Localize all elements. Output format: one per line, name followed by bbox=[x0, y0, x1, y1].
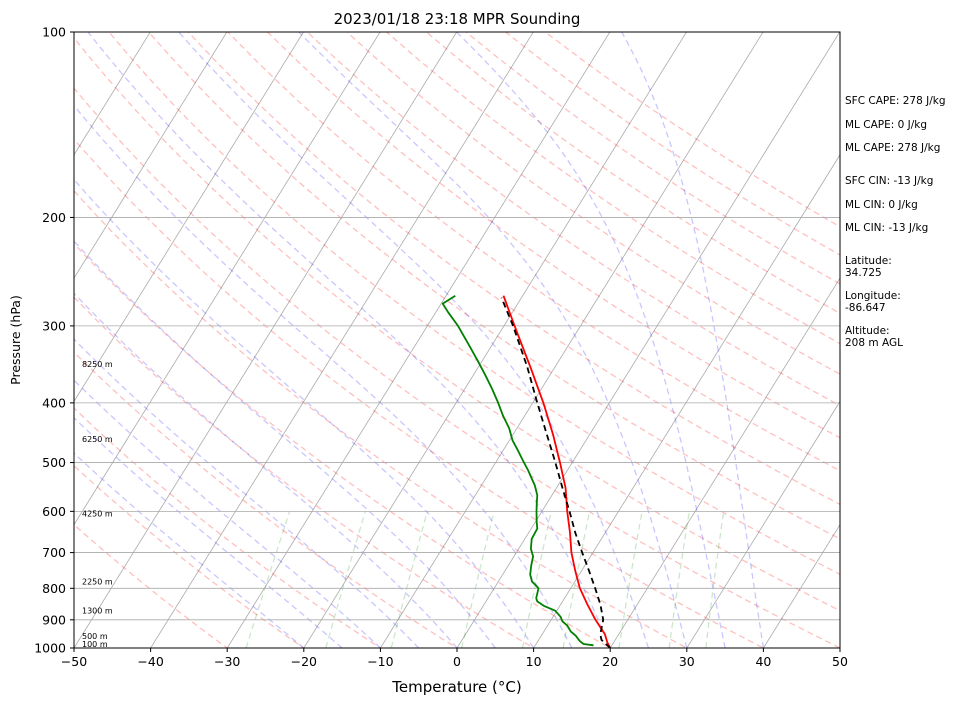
y-tick-label: 300 bbox=[42, 318, 66, 333]
moist-adiabat-line bbox=[74, 104, 573, 648]
x-tick-label: −20 bbox=[291, 654, 317, 669]
mixing-ratio-line bbox=[668, 511, 690, 648]
stat-altitude: Altitude: 208 m AGL bbox=[845, 325, 903, 349]
x-tick-label: 40 bbox=[755, 654, 771, 669]
isotherm-line bbox=[0, 18, 6, 661]
isotherm-line bbox=[74, 32, 458, 648]
y-tick-label: 100 bbox=[42, 25, 66, 40]
height-label: 6250 m bbox=[82, 435, 113, 444]
x-tick-label: 10 bbox=[526, 654, 542, 669]
isotherm-line bbox=[609, 277, 840, 648]
dry-adiabat-line bbox=[74, 36, 840, 612]
y-tick-label: 1000 bbox=[34, 641, 66, 656]
y-tick-label: 600 bbox=[42, 504, 66, 519]
mixing-ratio-line bbox=[245, 511, 291, 648]
moist-adiabat-line bbox=[74, 178, 535, 648]
y-tick-label: 800 bbox=[42, 581, 66, 596]
dry-adiabat-line bbox=[108, 32, 840, 576]
stat-latitude: Latitude: 34.725 bbox=[845, 255, 892, 279]
isotherm-line bbox=[456, 32, 840, 648]
moist-adiabat-line bbox=[456, 32, 726, 648]
moist-adiabat-line bbox=[74, 292, 458, 648]
y-tick-label: 700 bbox=[42, 545, 66, 560]
y-tick-label: 900 bbox=[42, 612, 66, 627]
dry-adiabat-line bbox=[425, 32, 840, 315]
x-axis-ticks: −50 −40 −30 −20 −10 0 10 20 30 40 50 bbox=[61, 648, 848, 669]
moist-adiabat-line bbox=[74, 379, 381, 648]
dry-adiabat-line bbox=[74, 523, 229, 648]
mixing-ratio-line bbox=[461, 511, 495, 648]
dry-adiabat-line bbox=[148, 32, 840, 540]
moist-adiabat-line bbox=[621, 32, 765, 648]
x-tick-label: 0 bbox=[453, 654, 461, 669]
parcel-profile-line bbox=[500, 297, 611, 648]
y-tick-label: 500 bbox=[42, 455, 66, 470]
x-tick-label: −10 bbox=[367, 654, 393, 669]
height-label: 500 m bbox=[82, 632, 108, 641]
height-label: 2250 m bbox=[82, 578, 113, 587]
stat-ml-cin-2: ML CIN: -13 J/kg bbox=[845, 222, 929, 234]
chart-title: 2023/01/18 23:18 MPR Sounding bbox=[334, 10, 581, 28]
dry-adiabat-line bbox=[74, 189, 689, 648]
dry-adiabat-line bbox=[74, 296, 535, 648]
stat-longitude: Longitude: -86.647 bbox=[845, 290, 901, 314]
height-label: 8250 m bbox=[82, 360, 113, 369]
x-tick-label: −40 bbox=[137, 654, 163, 669]
x-tick-label: 20 bbox=[602, 654, 618, 669]
height-label: 100 m bbox=[82, 640, 108, 649]
isotherm-line bbox=[303, 32, 687, 648]
mixing-ratio-line bbox=[325, 511, 366, 648]
isotherm-line bbox=[686, 400, 840, 648]
dry-adiabat-line bbox=[74, 138, 765, 648]
mixing-ratio-line bbox=[390, 511, 428, 648]
mixing-ratio-line bbox=[521, 511, 552, 648]
dry-adiabat-line bbox=[74, 407, 382, 648]
isotherm-line bbox=[74, 32, 151, 156]
stat-sfc-cape: SFC CAPE: 278 J/kg bbox=[845, 95, 946, 107]
dewpoint-profile-line bbox=[441, 294, 594, 647]
dry-adiabat-line bbox=[346, 32, 840, 375]
stat-ml-cape-2: ML CAPE: 278 J/kg bbox=[845, 142, 941, 154]
isotherm-line bbox=[379, 32, 764, 648]
temperature-profile-line bbox=[502, 295, 611, 648]
moist-adiabat-line bbox=[87, 32, 611, 648]
moist-adiabat-line bbox=[298, 32, 688, 648]
isotherm-line bbox=[226, 32, 611, 648]
x-tick-label: 30 bbox=[679, 654, 695, 669]
y-axis-label: Pressure (hPa) bbox=[8, 295, 23, 385]
moist-adiabat-line bbox=[178, 32, 650, 648]
dry-adiabat-line bbox=[74, 351, 459, 648]
isotherm-line bbox=[74, 32, 304, 403]
dry-adiabat-line bbox=[74, 242, 612, 648]
mixing-ratio-line bbox=[618, 511, 643, 648]
x-axis-label: Temperature (°C) bbox=[391, 678, 521, 696]
x-tick-label: −30 bbox=[214, 654, 240, 669]
sounding-profiles bbox=[441, 294, 611, 648]
stat-ml-cape-1: ML CAPE: 0 J/kg bbox=[845, 119, 928, 131]
dry-adiabat-line bbox=[306, 32, 840, 407]
stat-sfc-cin: SFC CIN: -13 J/kg bbox=[845, 175, 934, 187]
y-tick-label: 200 bbox=[42, 210, 66, 225]
x-tick-label: 50 bbox=[832, 654, 848, 669]
isotherm-line bbox=[150, 32, 534, 648]
moist-adiabat-line bbox=[74, 240, 496, 648]
isotherm-line bbox=[74, 32, 228, 279]
y-tick-label: 400 bbox=[42, 395, 66, 410]
isotherm-line bbox=[74, 32, 381, 526]
isotherm-line bbox=[533, 154, 840, 648]
height-label: 1300 m bbox=[82, 607, 113, 616]
dry-adiabat-line bbox=[74, 464, 305, 648]
dry-adiabat-line bbox=[187, 32, 840, 506]
moist-adiabat-line bbox=[74, 338, 420, 648]
background-lines bbox=[0, 18, 840, 661]
dry-adiabat-line bbox=[74, 87, 840, 648]
isotherm-line bbox=[762, 523, 840, 648]
y-axis-ticks: 100 200 300 400 500 600 700 800 900 1000 bbox=[34, 25, 74, 656]
stat-ml-cin-1: ML CIN: 0 J/kg bbox=[845, 199, 918, 211]
height-label: 4250 m bbox=[82, 510, 113, 519]
x-tick-label: −50 bbox=[61, 654, 87, 669]
